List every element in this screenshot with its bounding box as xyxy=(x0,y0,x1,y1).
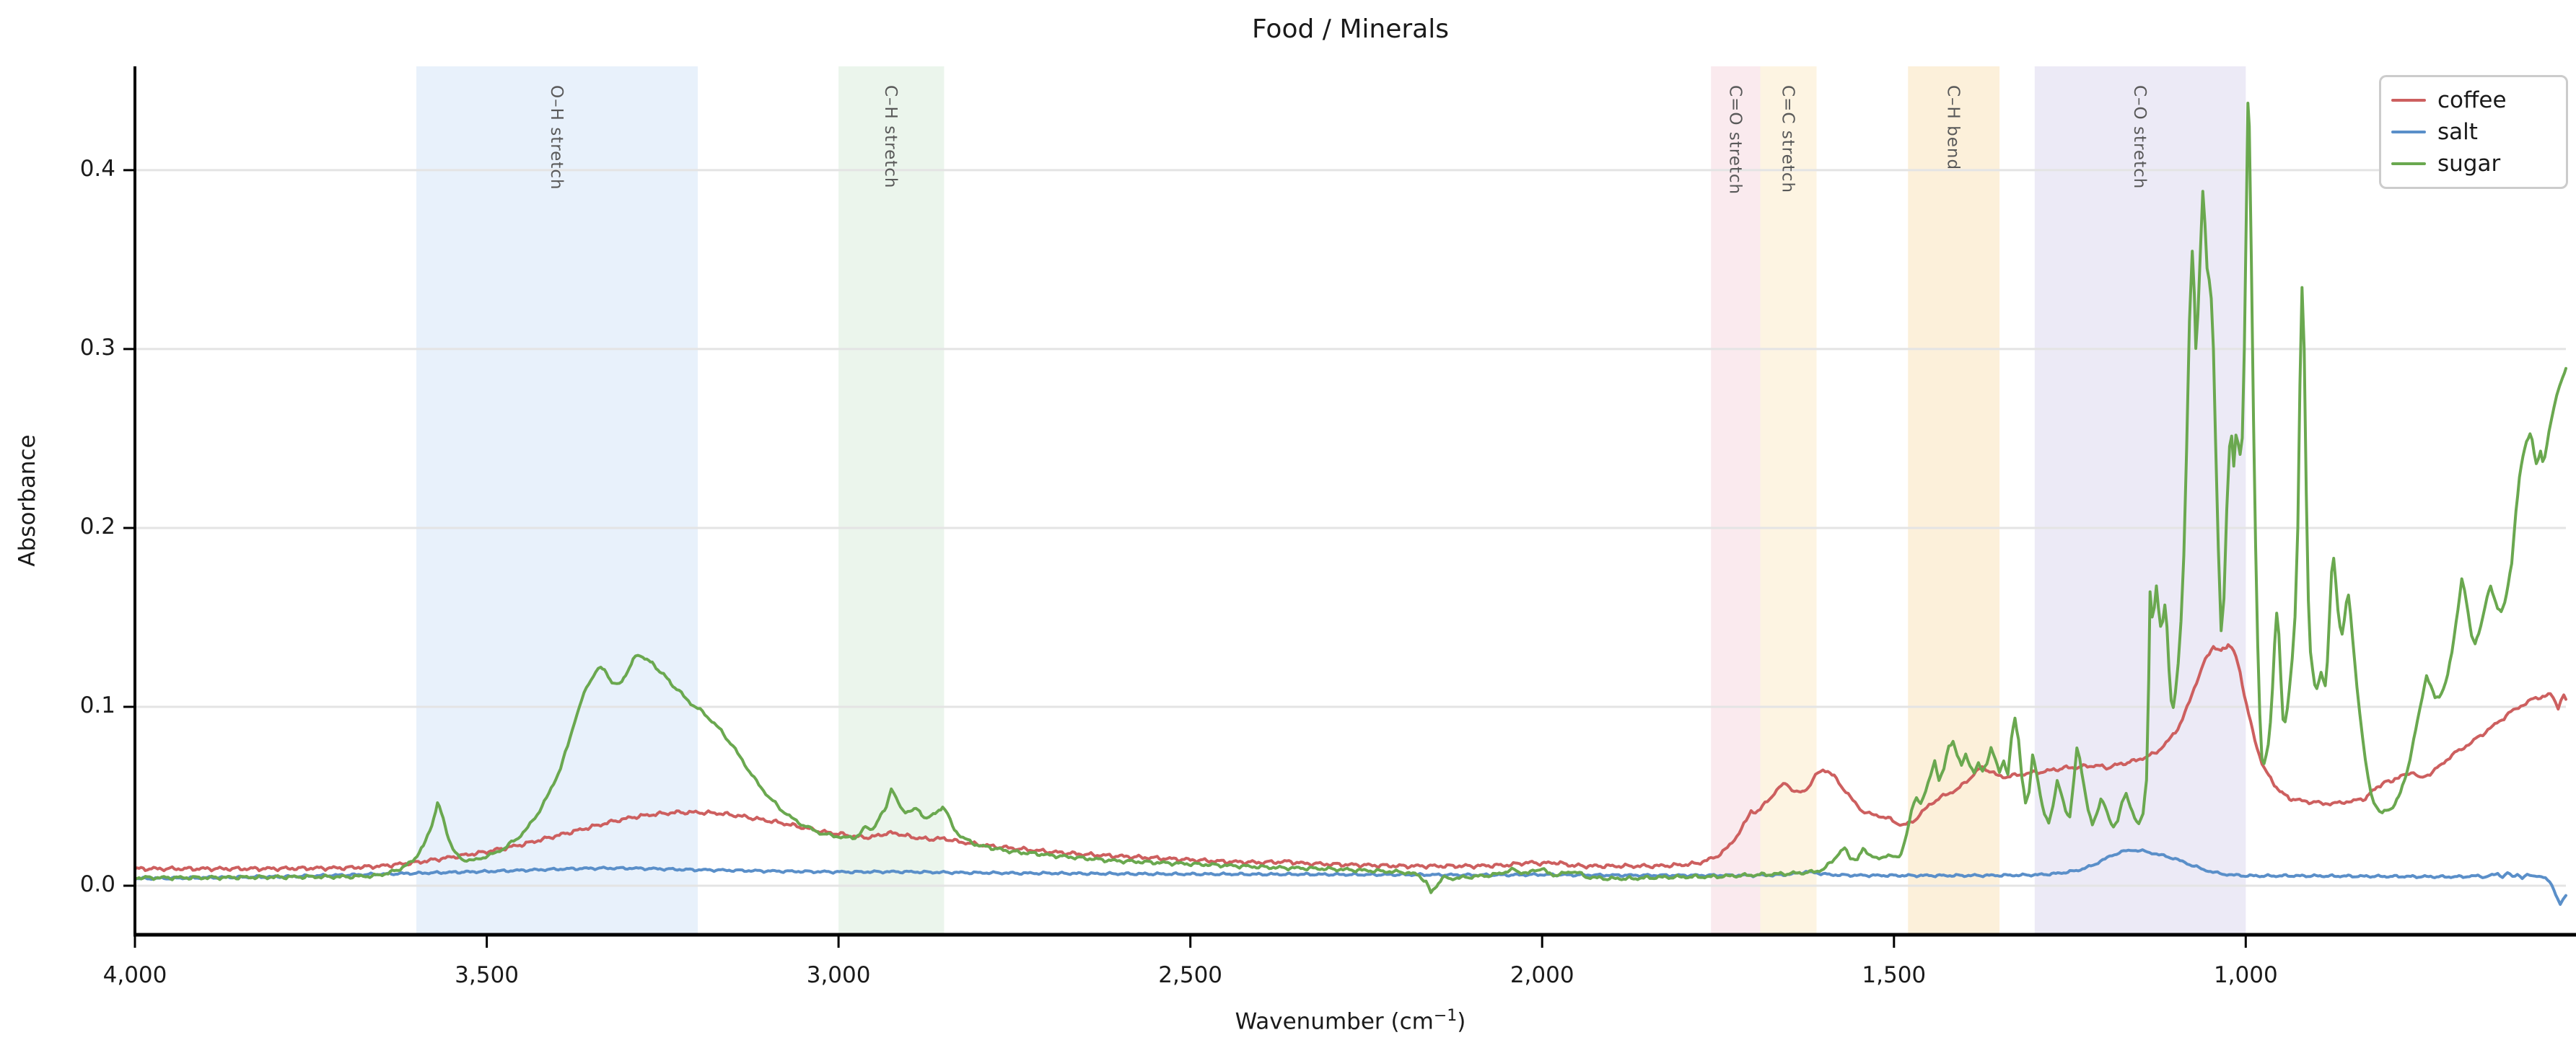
series-salt-line xyxy=(133,848,2567,906)
band-c-h-bend xyxy=(1908,66,2000,935)
legend-label-coffee: coffee xyxy=(2437,87,2507,113)
legend: coffee salt sugar xyxy=(2379,75,2568,189)
x-axis-label-close: ) xyxy=(1457,1008,1466,1035)
band-c-c-stretch xyxy=(1760,66,1817,935)
coffee-line-swatch xyxy=(2391,99,2426,102)
x-axis-label-text: Wavenumber (cm xyxy=(1235,1008,1434,1035)
band-c-o-stretch xyxy=(2034,66,2246,935)
x-axis-label-superscript: −1 xyxy=(1433,1007,1458,1025)
legend-item-coffee: coffee xyxy=(2391,84,2566,116)
series-sugar-line xyxy=(133,102,2567,894)
sugar-line-swatch xyxy=(2391,162,2426,165)
band-c-h-stretch xyxy=(838,66,945,935)
legend-label-sugar: sugar xyxy=(2437,151,2501,177)
legend-item-salt: salt xyxy=(2391,116,2566,148)
chart-title: Food / Minerals xyxy=(1252,14,1449,44)
y-axis-label: Absorbance xyxy=(14,434,40,567)
x-axis-label: Wavenumber (cm−1) xyxy=(135,1007,2566,1034)
legend-item-sugar: sugar xyxy=(2391,148,2566,180)
series-coffee-line xyxy=(133,643,2567,873)
band-o-h-stretch xyxy=(416,66,698,935)
salt-line-swatch xyxy=(2391,131,2426,133)
band-c-o-stretch xyxy=(1711,66,1761,935)
legend-label-salt: salt xyxy=(2437,119,2478,145)
